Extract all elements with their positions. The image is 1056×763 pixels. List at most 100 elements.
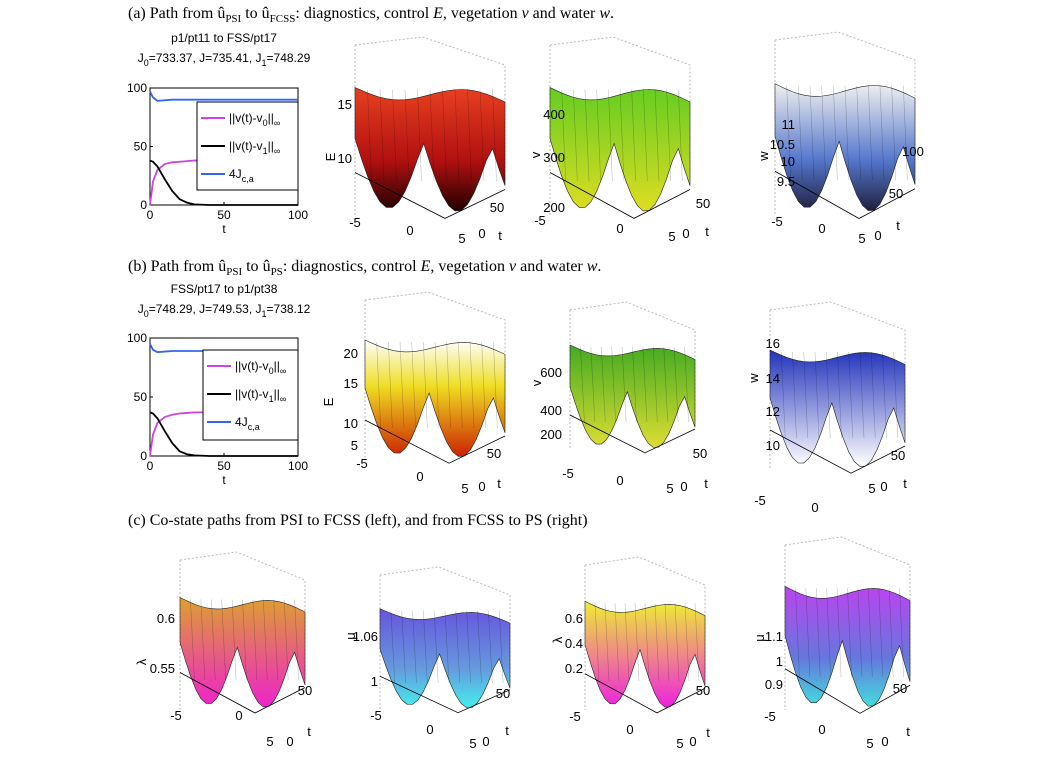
mesh-line — [815, 588, 821, 678]
mesh-line — [376, 341, 381, 429]
mesh-line — [399, 341, 405, 429]
t-tick-label: 0 — [874, 228, 881, 243]
text-part: 0 — [269, 366, 274, 376]
t-tick-label: 50 — [496, 686, 510, 701]
chart-title: p1/pt11 to FSS/pt17 — [171, 31, 277, 45]
z-tick-label: 300 — [543, 150, 565, 165]
t-tick-label: 50 — [891, 448, 905, 463]
text-part: || — [268, 139, 274, 153]
chart-subtitle: J0=748.29, J=749.53, J1=738.12 — [138, 302, 311, 319]
mesh-line — [893, 351, 899, 439]
box-frame — [379, 566, 511, 710]
series-line — [149, 411, 298, 457]
mesh-line — [417, 89, 422, 182]
x-tick-label: 0 — [818, 221, 825, 236]
x-tick-label: -5 — [764, 709, 776, 724]
t-tick-label: 100 — [902, 144, 924, 159]
x-tick-label: -5 — [370, 708, 382, 723]
t-tick-label: 0 — [689, 734, 696, 749]
x-tick-label: -5 — [349, 215, 361, 230]
z-tick-label: 400 — [543, 107, 565, 122]
mesh-line — [481, 341, 486, 429]
mesh-line — [632, 346, 637, 423]
y-tick-label: 0 — [140, 449, 147, 463]
t-axis-label: t — [903, 476, 907, 491]
x-tick-label: 0 — [616, 473, 623, 488]
chart-title: FSS/pt17 to p1/pt38 — [171, 282, 278, 296]
mesh-line — [200, 599, 206, 681]
mesh-line — [859, 351, 865, 439]
mesh-line — [455, 610, 461, 684]
z-axis-label: λ — [134, 658, 149, 665]
mesh-line — [803, 351, 809, 439]
z-tick-label: 1.06 — [353, 629, 378, 644]
x-tick-label: 0 — [426, 722, 433, 737]
mesh-line — [621, 346, 627, 423]
mesh-line — [401, 610, 406, 684]
axis-line — [769, 429, 906, 474]
z-axis-label: μ — [343, 632, 358, 640]
x-tick-label: -5 — [569, 709, 581, 724]
mesh-line — [434, 341, 440, 429]
mesh-line — [190, 599, 195, 681]
z-axis-label: v — [529, 379, 544, 386]
text-part: 4J — [235, 415, 248, 429]
mesh-line — [654, 89, 660, 182]
z-tick-label: 0.6 — [157, 611, 175, 626]
t-axis-label: t — [706, 725, 710, 740]
mesh-line — [412, 610, 417, 684]
z-tick-label: 400 — [540, 403, 562, 418]
mesh-line — [479, 89, 485, 182]
text-part: || — [268, 111, 274, 125]
x-tick-label: 0 — [147, 208, 154, 222]
legend-label: 4Jc,a — [229, 167, 254, 184]
x-tick-label: 50 — [217, 459, 231, 473]
mesh-line — [654, 603, 660, 682]
text-part: 4J — [229, 167, 242, 181]
z-tick-label: 16 — [766, 336, 780, 351]
legend-label: ||v(t)-v0||∞ — [235, 359, 286, 376]
axis-line — [354, 172, 506, 219]
mesh-line — [795, 588, 800, 678]
surface — [584, 600, 706, 708]
mesh-line — [878, 588, 884, 678]
mesh-line — [792, 351, 797, 439]
mesh-line — [666, 89, 671, 182]
mesh-line — [423, 341, 428, 429]
t-tick-label: 0 — [881, 734, 888, 749]
z-tick-label: 15 — [338, 97, 352, 112]
text-part: || — [274, 387, 280, 401]
y-tick-label: 0 — [140, 198, 147, 212]
t-tick-label: 0 — [682, 226, 689, 241]
mesh-line — [367, 89, 372, 182]
mesh-line — [837, 351, 842, 439]
z-axis-label: λ — [550, 636, 565, 643]
caption-b: (b) Path from ûPSI to ûPS: diagnostics, … — [128, 258, 601, 278]
mesh-line — [624, 603, 630, 682]
mesh-line — [888, 588, 894, 678]
text-part: ∞ — [274, 118, 280, 128]
box-frame — [784, 536, 911, 710]
caption-c: (c) Co-state paths from PSI to FCSS (lef… — [128, 512, 588, 529]
mesh-line — [454, 89, 460, 182]
axis-line — [584, 673, 706, 714]
text-part: ||v(t)-v — [229, 139, 263, 153]
mesh-line — [231, 599, 237, 681]
x-tick-label: 0 — [147, 459, 154, 473]
series-line — [149, 159, 298, 206]
text-part: =733.37, J=735.41, J — [149, 51, 262, 65]
z-tick-label: 0.55 — [150, 661, 175, 676]
z-tick-label: 14 — [766, 371, 780, 386]
x-tick-label: 5 — [866, 736, 873, 751]
mesh-line — [786, 85, 791, 181]
mesh-line — [643, 89, 648, 182]
text-part: J — [138, 51, 144, 65]
text-part: ||v(t)-v — [235, 359, 269, 373]
mesh-line — [614, 603, 620, 682]
mesh-line — [573, 89, 578, 182]
mesh-line — [805, 588, 811, 678]
t-axis-label: t — [497, 476, 501, 491]
text-part: c,a — [248, 422, 260, 432]
x-tick-label: -5 — [534, 213, 546, 228]
